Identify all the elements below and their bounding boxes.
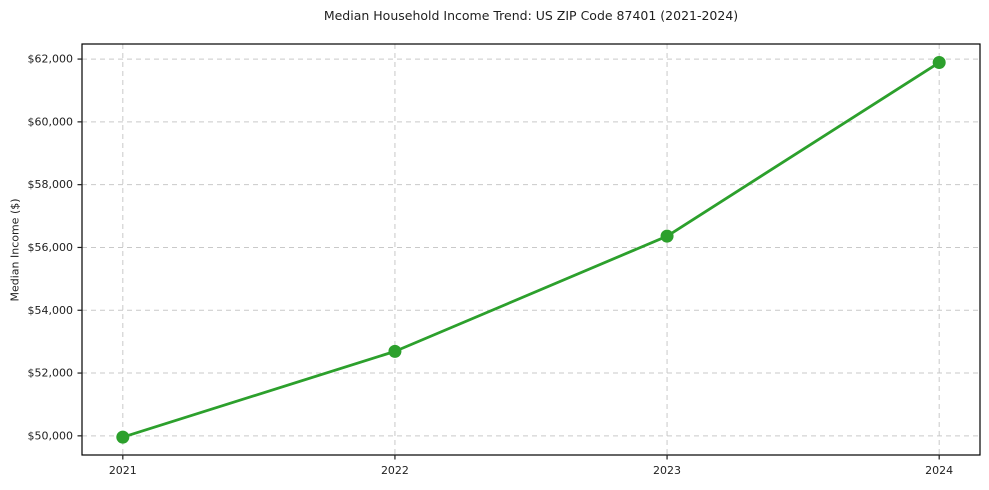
x-tick-label: 2023 xyxy=(653,464,681,477)
x-tick-label: 2021 xyxy=(109,464,137,477)
y-tick-label: $58,000 xyxy=(28,178,74,191)
chart-title: Median Household Income Trend: US ZIP Co… xyxy=(323,8,739,23)
plot-frame xyxy=(81,43,981,456)
x-tick-label: 2024 xyxy=(925,464,953,477)
y-tick-label: $50,000 xyxy=(28,429,74,442)
y-tick-label: $54,000 xyxy=(28,304,74,317)
y-tick-label: $52,000 xyxy=(28,367,74,380)
data-point-2022 xyxy=(388,344,402,358)
data-point-2021 xyxy=(116,430,130,444)
y-tick-label: $56,000 xyxy=(28,241,74,254)
x-tick-label: 2022 xyxy=(381,464,409,477)
y-tick-label: $62,000 xyxy=(28,53,74,66)
y-tick-label: $60,000 xyxy=(28,115,74,128)
data-point-2023 xyxy=(660,229,674,243)
trend-line xyxy=(121,61,941,439)
data-point-2024 xyxy=(932,56,946,70)
y-axis-label: Median Income ($) xyxy=(8,198,22,302)
